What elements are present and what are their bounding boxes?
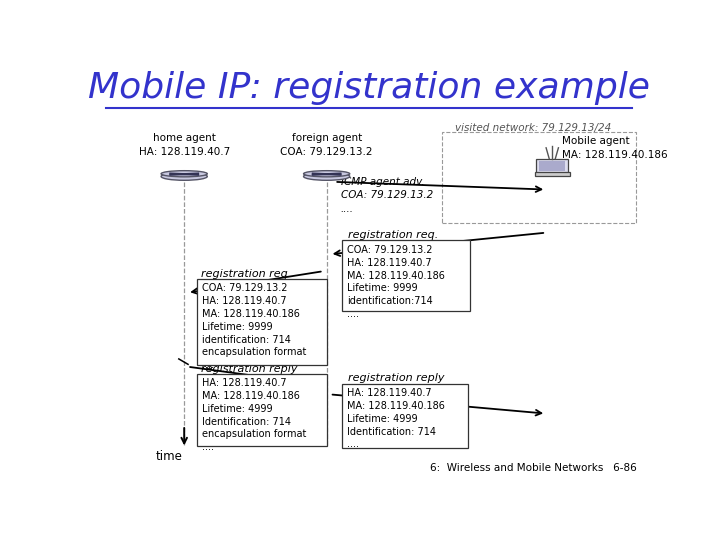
Text: HA: 128.119.40.7
MA: 128.119.40.186
Lifetime: 4999
Identification: 714
encapsula: HA: 128.119.40.7 MA: 128.119.40.186 Life…: [202, 378, 306, 452]
Text: home agent
HA: 128.119.40.7: home agent HA: 128.119.40.7: [138, 132, 230, 157]
FancyBboxPatch shape: [342, 383, 468, 448]
FancyBboxPatch shape: [161, 174, 207, 177]
Text: ICMP agent adv.
COA: 79.129.13.2
....: ICMP agent adv. COA: 79.129.13.2 ....: [341, 177, 433, 214]
Text: 6:  Wireless and Mobile Networks   6-86: 6: Wireless and Mobile Networks 6-86: [431, 463, 637, 473]
FancyBboxPatch shape: [197, 279, 327, 365]
Text: time: time: [156, 450, 182, 463]
Ellipse shape: [161, 173, 207, 180]
Ellipse shape: [304, 173, 350, 180]
Text: Mobile agent
MA: 128.119.40.186: Mobile agent MA: 128.119.40.186: [562, 136, 667, 160]
Text: visited network: 79.129.13/24: visited network: 79.129.13/24: [455, 123, 611, 133]
FancyBboxPatch shape: [536, 159, 568, 173]
FancyBboxPatch shape: [342, 240, 470, 311]
FancyBboxPatch shape: [197, 374, 327, 446]
FancyBboxPatch shape: [304, 174, 350, 177]
Text: registration req.: registration req.: [201, 269, 292, 279]
Text: registration req.: registration req.: [348, 231, 438, 240]
Text: registration reply: registration reply: [201, 363, 297, 374]
Text: HA: 128.119.40.7
MA: 128.119.40.186
Lifetime: 4999
Identification: 714
....: HA: 128.119.40.7 MA: 128.119.40.186 Life…: [348, 388, 445, 449]
Text: foreign agent
COA: 79.129.13.2: foreign agent COA: 79.129.13.2: [280, 132, 373, 157]
FancyBboxPatch shape: [534, 172, 570, 177]
Text: COA: 79.129.13.2
HA: 128.119.40.7
MA: 128.119.40.186
Lifetime: 9999
identificati: COA: 79.129.13.2 HA: 128.119.40.7 MA: 12…: [348, 245, 445, 319]
Ellipse shape: [161, 171, 207, 177]
Text: registration reply: registration reply: [348, 373, 445, 383]
FancyBboxPatch shape: [539, 161, 565, 171]
Text: Mobile IP: registration example: Mobile IP: registration example: [88, 71, 650, 105]
Text: COA: 79.129.13.2
HA: 128.119.40.7
MA: 128.119.40.186
Lifetime: 9999
identificati: COA: 79.129.13.2 HA: 128.119.40.7 MA: 12…: [202, 284, 306, 370]
Ellipse shape: [304, 171, 350, 177]
